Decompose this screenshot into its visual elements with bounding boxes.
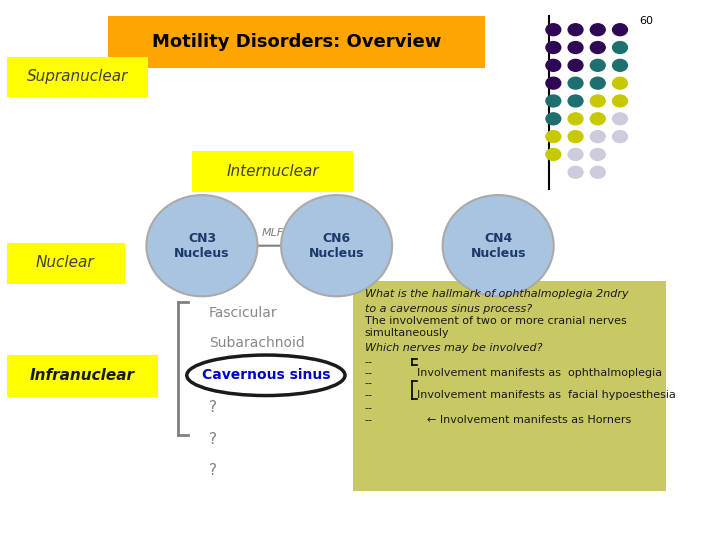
- Circle shape: [568, 77, 583, 89]
- Circle shape: [613, 42, 627, 53]
- Text: Subarachnoid: Subarachnoid: [209, 336, 305, 350]
- Text: --: --: [365, 357, 373, 367]
- Text: ?: ?: [209, 431, 217, 447]
- Circle shape: [568, 95, 583, 107]
- Circle shape: [590, 113, 606, 125]
- Text: MLF: MLF: [261, 227, 284, 238]
- Text: to a cavernous sinus process?: to a cavernous sinus process?: [365, 305, 532, 314]
- Text: Supranuclear: Supranuclear: [27, 69, 128, 84]
- Circle shape: [590, 24, 606, 36]
- Circle shape: [546, 113, 561, 125]
- Text: Involvement manifests as  ophthalmoplegia: Involvement manifests as ophthalmoplegia: [418, 368, 662, 377]
- Circle shape: [546, 42, 561, 53]
- Text: Internuclear: Internuclear: [226, 164, 319, 179]
- FancyBboxPatch shape: [6, 355, 158, 397]
- Text: 60: 60: [639, 16, 653, 26]
- Text: ?: ?: [209, 463, 217, 478]
- Text: --: --: [365, 368, 373, 377]
- FancyBboxPatch shape: [108, 16, 485, 68]
- Circle shape: [568, 166, 583, 178]
- Ellipse shape: [443, 195, 554, 296]
- Circle shape: [613, 77, 627, 89]
- Circle shape: [568, 131, 583, 143]
- Text: --: --: [365, 379, 373, 388]
- Circle shape: [568, 24, 583, 36]
- FancyBboxPatch shape: [354, 281, 667, 491]
- Circle shape: [568, 113, 583, 125]
- Text: The involvement of two or more cranial nerves: The involvement of two or more cranial n…: [365, 316, 626, 326]
- Text: Fascicular: Fascicular: [209, 306, 277, 320]
- Text: Involvement manifests as  facial hypoesthesia: Involvement manifests as facial hypoesth…: [418, 390, 676, 400]
- Circle shape: [590, 148, 606, 160]
- Circle shape: [613, 95, 627, 107]
- Text: --: --: [365, 415, 373, 425]
- Text: simultaneously: simultaneously: [365, 328, 449, 338]
- Text: ← Involvement manifests as Horners: ← Involvement manifests as Horners: [428, 415, 631, 425]
- Text: ?: ?: [209, 400, 217, 415]
- Text: Which nerves may be involved?: Which nerves may be involved?: [365, 343, 542, 353]
- Text: Infranuclear: Infranuclear: [30, 368, 135, 383]
- Circle shape: [546, 148, 561, 160]
- Circle shape: [546, 131, 561, 143]
- Text: CN4
Nucleus: CN4 Nucleus: [470, 232, 526, 260]
- Ellipse shape: [281, 195, 392, 296]
- Circle shape: [568, 59, 583, 71]
- Text: CN3
Nucleus: CN3 Nucleus: [174, 232, 230, 260]
- Circle shape: [546, 24, 561, 36]
- Text: Cavernous sinus: Cavernous sinus: [202, 368, 330, 382]
- Text: Motility Disorders: Overview: Motility Disorders: Overview: [151, 33, 441, 51]
- Text: --: --: [365, 403, 373, 413]
- Circle shape: [613, 59, 627, 71]
- Circle shape: [568, 42, 583, 53]
- Circle shape: [613, 24, 627, 36]
- Circle shape: [546, 59, 561, 71]
- Circle shape: [590, 131, 606, 143]
- Circle shape: [613, 113, 627, 125]
- Circle shape: [590, 77, 606, 89]
- Circle shape: [590, 59, 606, 71]
- Text: --: --: [365, 390, 373, 400]
- FancyBboxPatch shape: [6, 57, 148, 97]
- Circle shape: [546, 77, 561, 89]
- Circle shape: [568, 148, 583, 160]
- Circle shape: [590, 95, 606, 107]
- Text: What is the hallmark of ophthalmoplegia 2ndry: What is the hallmark of ophthalmoplegia …: [365, 289, 629, 299]
- Ellipse shape: [186, 355, 345, 395]
- Circle shape: [590, 166, 606, 178]
- Circle shape: [590, 42, 606, 53]
- Circle shape: [613, 131, 627, 143]
- Ellipse shape: [146, 195, 258, 296]
- FancyBboxPatch shape: [6, 243, 125, 284]
- Text: CN6
Nucleus: CN6 Nucleus: [309, 232, 364, 260]
- FancyBboxPatch shape: [192, 151, 354, 192]
- Text: Nuclear: Nuclear: [36, 255, 94, 271]
- Circle shape: [546, 95, 561, 107]
